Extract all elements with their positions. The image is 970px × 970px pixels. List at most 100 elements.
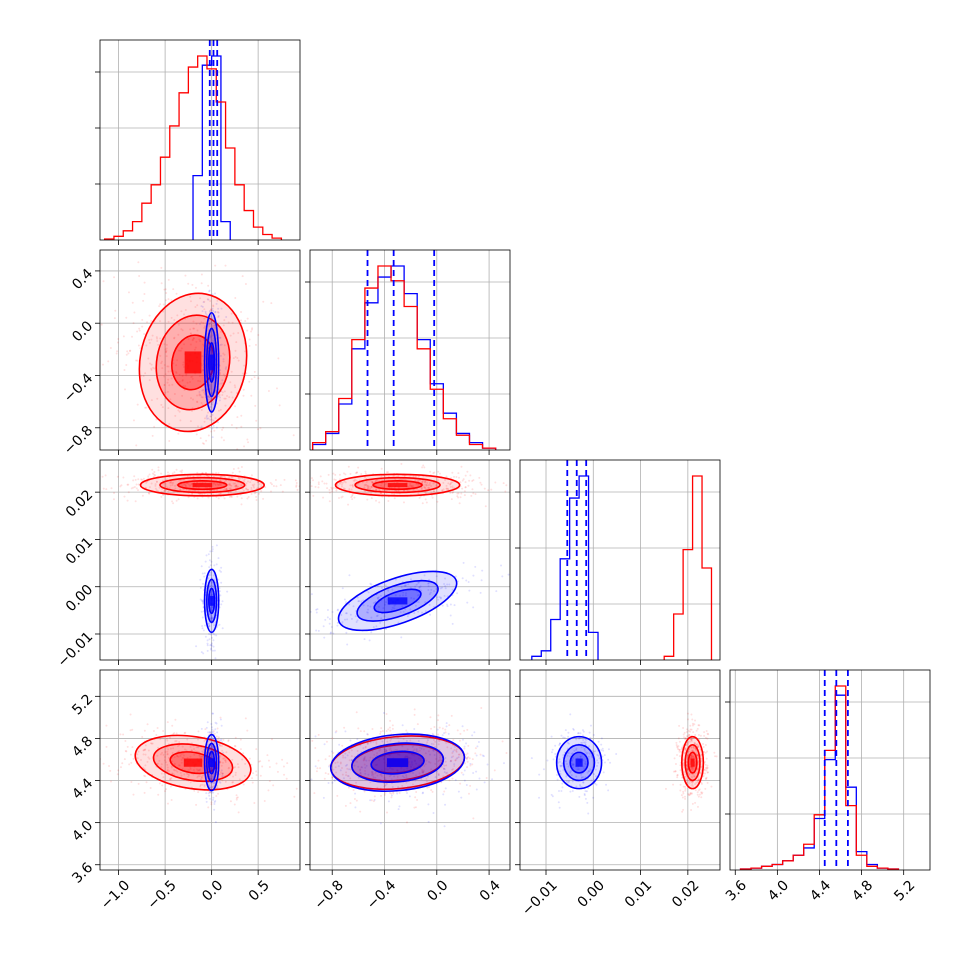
scatter-point (424, 498, 427, 501)
scatter-point (694, 783, 697, 786)
scatter-point (282, 748, 284, 750)
scatter-point (427, 484, 430, 487)
scatter-point (423, 574, 426, 577)
scatter-point (390, 737, 393, 740)
scatter-point (143, 748, 146, 751)
scatter-point (339, 762, 342, 765)
scatter-point (686, 779, 689, 782)
scatter-point (340, 483, 343, 486)
scatter-point (681, 810, 684, 813)
scatter-point (370, 492, 373, 495)
scatter-point (590, 769, 593, 772)
scatter-point (196, 329, 199, 332)
scatter-point (240, 311, 243, 314)
scatter-point (369, 756, 372, 759)
scatter-point (471, 758, 474, 761)
scatter-point (434, 762, 437, 765)
scatter-point (184, 484, 187, 487)
scatter-point (455, 757, 458, 760)
scatter-point (226, 395, 229, 398)
scatter-point (404, 755, 407, 758)
scatter-point (353, 764, 356, 767)
scatter-point (209, 617, 212, 620)
scatter-point (136, 757, 139, 760)
scatter-point (676, 753, 679, 756)
scatter-point (311, 739, 314, 742)
scatter-point (403, 756, 406, 759)
scatter-point (471, 488, 474, 491)
scatter-point (684, 747, 687, 750)
scatter-point (559, 773, 562, 776)
scatter-point (210, 418, 213, 421)
scatter-point (207, 284, 210, 287)
scatter-point (150, 367, 153, 370)
scatter-point (581, 734, 584, 737)
scatter-point (69, 744, 71, 746)
scatter-point (601, 747, 604, 750)
scatter-point (454, 779, 457, 782)
scatter-point (429, 716, 432, 719)
scatter-point (444, 585, 447, 588)
scatter-point (481, 754, 484, 757)
scatter-point (185, 482, 188, 485)
scatter-point (217, 736, 220, 739)
scatter-point (125, 353, 128, 356)
scatter-point (437, 759, 440, 762)
scatter-point (334, 731, 337, 734)
scatter-point (101, 363, 104, 366)
scatter-point (209, 489, 212, 492)
scatter-point (295, 484, 298, 487)
scatter-point (224, 367, 227, 370)
scatter-point (211, 325, 214, 328)
scatter-point (451, 471, 454, 474)
scatter-point (164, 299, 167, 302)
scatter-point (341, 621, 344, 624)
scatter-point (170, 766, 173, 769)
scatter-point (245, 488, 248, 491)
scatter-point (355, 799, 358, 802)
scatter-point (425, 759, 428, 762)
scatter-point (231, 476, 234, 479)
scatter-point (363, 763, 366, 766)
scatter-point (697, 745, 700, 748)
scatter-point (133, 485, 136, 488)
scatter-point (346, 618, 349, 621)
scatter-point (207, 417, 210, 420)
scatter-point (424, 483, 427, 486)
scatter-point (402, 737, 405, 740)
scatter-point (209, 384, 212, 387)
scatter-point (202, 652, 205, 655)
scatter-point (135, 359, 138, 362)
scatter-point (369, 741, 372, 744)
scatter-point (171, 772, 174, 775)
scatter-point (439, 597, 442, 600)
scatter-point (137, 489, 140, 492)
scatter-point (332, 486, 335, 489)
scatter-point (168, 473, 171, 476)
scatter-point (394, 578, 397, 581)
scatter-point (214, 389, 217, 392)
scatter-point (153, 425, 156, 428)
scatter-point (690, 780, 693, 783)
scatter-point (602, 749, 605, 752)
scatter-point (222, 352, 225, 355)
scatter-point (456, 592, 459, 595)
scatter-point (432, 812, 435, 815)
scatter-point (218, 482, 221, 485)
scatter-point (167, 365, 170, 368)
scatter-point (337, 496, 340, 499)
scatter-point (243, 445, 246, 448)
scatter-point (161, 406, 164, 409)
scatter-point (414, 475, 417, 478)
scatter-point (435, 757, 438, 760)
scatter-point (451, 485, 454, 488)
scatter-point (347, 775, 350, 778)
scatter-point (334, 478, 337, 481)
scatter-point (429, 591, 432, 594)
scatter-point (452, 750, 455, 753)
scatter-point (380, 769, 383, 772)
scatter-point (317, 483, 320, 486)
scatter-point (437, 714, 440, 717)
scatter-point (189, 420, 192, 423)
scatter-point (176, 314, 179, 317)
